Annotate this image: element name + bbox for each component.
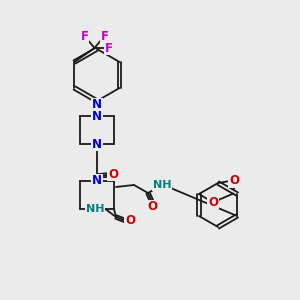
Text: O: O [125, 214, 135, 226]
Text: NH: NH [86, 204, 104, 214]
Text: N: N [92, 137, 102, 151]
Text: O: O [108, 167, 118, 181]
Text: F: F [104, 41, 112, 55]
Text: O: O [147, 200, 157, 214]
Text: NH: NH [153, 180, 171, 190]
Text: O: O [229, 175, 239, 188]
Text: N: N [92, 110, 102, 122]
Text: F: F [100, 29, 109, 43]
Text: F: F [80, 29, 88, 43]
Text: N: N [92, 175, 102, 188]
Text: O: O [208, 196, 218, 208]
Text: N: N [92, 98, 102, 112]
